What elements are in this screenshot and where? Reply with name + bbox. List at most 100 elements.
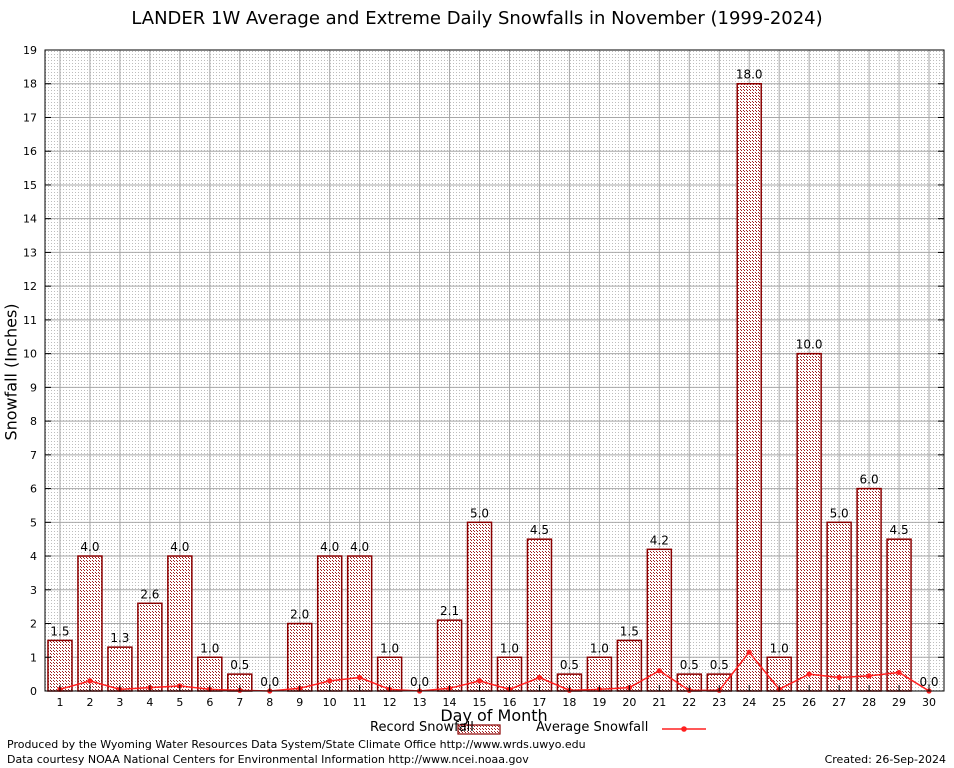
average-point [656, 668, 662, 674]
x-tick-label: 11 [353, 696, 367, 709]
bar-value-label: 2.0 [290, 608, 309, 622]
plot-border [44, 49, 945, 692]
y-tick-label: 19 [23, 44, 37, 57]
y-tick-label: 11 [23, 314, 37, 327]
x-tick-label: 18 [562, 696, 576, 709]
record-bar [316, 555, 343, 692]
x-tick-label: 2 [86, 696, 93, 709]
x-tick-label: 22 [682, 696, 696, 709]
record-bar [107, 646, 133, 692]
bar-value-label: 0.0 [919, 675, 938, 689]
record-bar [167, 555, 193, 692]
x-tick-label: 30 [922, 696, 936, 709]
bar-value-label: 4.0 [80, 540, 99, 554]
record-bar [646, 548, 673, 692]
record-bar [137, 602, 163, 692]
bar-value-label: 1.0 [200, 641, 219, 655]
bar-value-label: 10.0 [796, 338, 823, 352]
record-bar [796, 352, 822, 692]
x-tick-label: 27 [832, 696, 846, 709]
x-tick-label: 29 [892, 696, 906, 709]
y-tick-label: 4 [30, 550, 37, 563]
record-bar [77, 555, 103, 692]
bar-value-label: 4.5 [530, 523, 549, 537]
record-bar [526, 538, 553, 692]
x-tick-label: 15 [473, 696, 487, 709]
y-tick-label: 9 [30, 381, 37, 394]
y-tick-label: 12 [23, 280, 37, 293]
chart-title: LANDER 1W Average and Extreme Daily Snow… [131, 8, 823, 29]
y-tick-label: 15 [23, 179, 37, 192]
bar-value-label: 4.0 [170, 540, 189, 554]
average-point [476, 678, 483, 684]
record-bar [856, 487, 882, 692]
bar-value-label: 2.6 [140, 587, 159, 601]
record-bar [736, 82, 762, 692]
legend-average-marker [681, 726, 687, 732]
x-tick-label: 9 [296, 696, 303, 709]
average-point [536, 674, 543, 681]
footer-created: Created: 26-Sep-2024 [824, 753, 946, 766]
record-bar [286, 622, 313, 692]
y-tick-label: 10 [23, 348, 37, 361]
y-tick-label: 13 [23, 246, 37, 259]
y-tick-label: 17 [23, 111, 37, 124]
x-axis-label: Day of Month [440, 706, 548, 725]
y-tick-label: 1 [30, 651, 37, 664]
average-point [746, 649, 752, 655]
bar-value-label: 0.5 [710, 658, 729, 672]
bar-value-label: 0.0 [260, 675, 279, 689]
record-bar [886, 538, 912, 692]
bar-value-label: 1.0 [590, 641, 609, 655]
average-point [87, 678, 93, 684]
average-point [806, 671, 812, 677]
bar-value-label: 2.1 [440, 604, 459, 618]
average-point [327, 678, 333, 684]
bar-value-label: 18.0 [736, 68, 763, 82]
bar-value-label: 4.5 [890, 523, 909, 537]
average-point [896, 669, 902, 676]
x-tick-label: 5 [176, 696, 183, 709]
x-tick-label: 26 [802, 696, 816, 709]
record-bar [466, 521, 493, 692]
x-tick-label: 16 [502, 696, 516, 709]
x-tick-label: 17 [532, 696, 546, 709]
bar-value-label: 1.0 [770, 641, 789, 655]
y-tick-label: 2 [30, 618, 37, 631]
bar-value-label: 5.0 [830, 506, 849, 520]
x-tick-label: 8 [266, 696, 273, 709]
x-tick-label: 13 [413, 696, 427, 709]
bar-value-label: 1.0 [500, 641, 519, 655]
x-tick-label: 20 [622, 696, 636, 709]
plot-background [45, 50, 944, 691]
x-tick-label: 14 [443, 696, 457, 709]
y-tick-label: 16 [23, 145, 37, 158]
y-tick-label: 7 [30, 449, 37, 462]
bar-value-label: 6.0 [860, 473, 879, 487]
x-tick-label: 4 [146, 696, 153, 709]
legend-record-swatch [457, 724, 501, 735]
bar-value-label: 5.0 [470, 506, 489, 520]
bar-value-label: 0.5 [560, 658, 579, 672]
x-tick-label: 12 [383, 696, 397, 709]
bar-value-label: 1.5 [620, 624, 639, 638]
average-line [59, 650, 930, 692]
x-tick-label: 6 [206, 696, 213, 709]
bar-value-label: 4.0 [320, 540, 339, 554]
record-bar [436, 619, 463, 692]
y-tick-label: 3 [30, 584, 37, 597]
record-bar [47, 639, 73, 692]
x-tick-label: 25 [772, 696, 786, 709]
record-bar [346, 555, 373, 692]
x-tick-label: 7 [236, 696, 243, 709]
x-tick-label: 1 [56, 696, 63, 709]
average-point [836, 674, 842, 681]
record-bar [826, 521, 852, 692]
footer-courtesy: Data courtesy NOAA National Centers for … [7, 753, 529, 766]
x-tick-label: 23 [712, 696, 726, 709]
bar-value-label: 1.5 [50, 624, 69, 638]
x-tick-label: 28 [862, 696, 876, 709]
x-tick-label: 10 [323, 696, 337, 709]
